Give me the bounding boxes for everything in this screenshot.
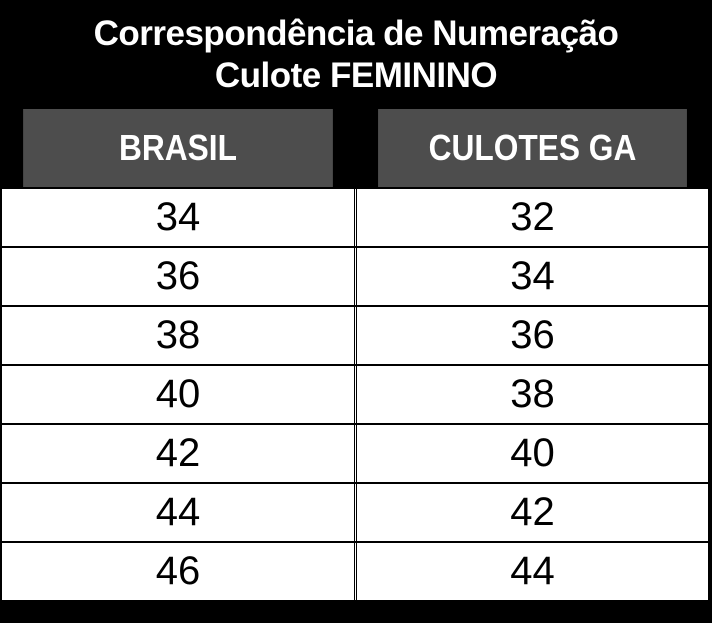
cell-culotes-ga: 34 [356, 248, 708, 305]
title-line-2: Culote FEMININO [214, 56, 498, 95]
table-row: 38 36 [2, 305, 708, 364]
cell-brasil: 42 [2, 425, 355, 482]
title-line-1: Correspondência de Numeração [93, 14, 619, 53]
table-row: 36 34 [2, 246, 708, 305]
cell-brasil: 40 [2, 366, 355, 423]
table-row: 34 32 [2, 187, 708, 246]
cell-culotes-ga: 38 [356, 366, 708, 423]
table-row: 46 44 [2, 541, 708, 600]
table-row: 40 38 [2, 364, 708, 423]
header-brasil: BRASIL [23, 109, 333, 187]
cell-brasil: 38 [2, 307, 355, 364]
cell-culotes-ga: 42 [356, 484, 708, 541]
cell-brasil: 44 [2, 484, 355, 541]
header-culotes-ga: CULOTES GA [378, 109, 687, 187]
cell-culotes-ga: 36 [356, 307, 708, 364]
cell-brasil: 36 [2, 248, 355, 305]
cell-brasil: 34 [2, 189, 355, 246]
table-header: BRASIL CULOTES GA [2, 109, 708, 187]
size-table: BRASIL CULOTES GA 34 32 36 34 38 36 40 38 42 40 44… [2, 109, 708, 600]
cell-brasil: 46 [2, 543, 355, 600]
table-row: 44 42 [2, 482, 708, 541]
cell-culotes-ga: 40 [356, 425, 708, 482]
table-row: 42 40 [2, 423, 708, 482]
bottom-bar [0, 600, 712, 623]
cell-culotes-ga: 32 [356, 189, 708, 246]
chart-title: Correspondência de Numeração Culote FEMI… [0, 0, 712, 108]
cell-culotes-ga: 44 [356, 543, 708, 600]
